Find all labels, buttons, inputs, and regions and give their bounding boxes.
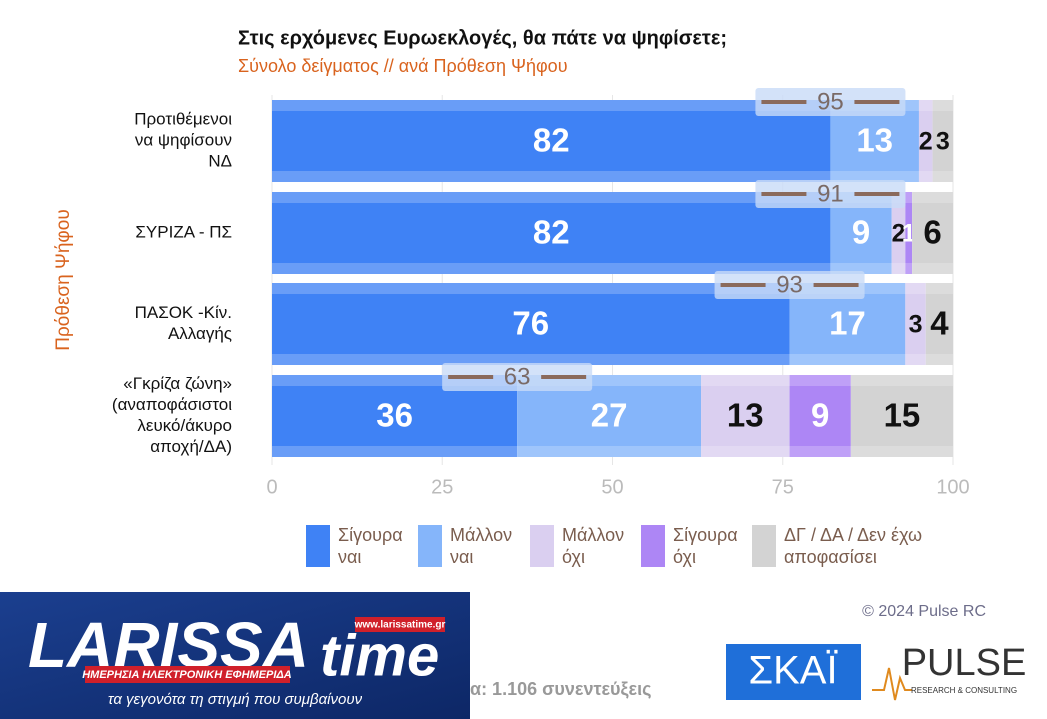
x-tick-label: 100 bbox=[936, 476, 969, 498]
bar-segment bbox=[905, 283, 926, 365]
value-label: 36 bbox=[376, 397, 413, 434]
bar-segment bbox=[905, 192, 913, 274]
logo-tag: ΗΜΕΡΗΣΙΑ ΗΛΕΚΤΡΟΝΙΚΗ ΕΦΗΜΕΡΙΔΑ bbox=[82, 669, 292, 681]
legend-label: Σίγουρα ναι bbox=[338, 525, 403, 567]
bar-segment bbox=[850, 375, 953, 457]
bar-sheen bbox=[272, 192, 953, 203]
pulse-icon bbox=[872, 667, 912, 701]
value-label: 4 bbox=[930, 305, 949, 342]
legend-label: Σίγουρα όχι bbox=[673, 525, 738, 567]
bar-segment bbox=[918, 100, 933, 182]
legend-swatch bbox=[641, 525, 665, 567]
pulse-logo: PULSE bbox=[902, 642, 1027, 684]
value-label: 27 bbox=[591, 397, 628, 434]
category-label: ΣΥΡΙΖΑ - ΠΣ bbox=[135, 222, 232, 241]
bar-sheen bbox=[272, 171, 953, 182]
plot: 0 25 50 75 100 Προτιθέμενοι να ψηφίσουν ΝΔ 82 13 2… bbox=[112, 88, 970, 498]
bar-segment bbox=[912, 192, 953, 274]
value-label: 15 bbox=[884, 397, 921, 434]
base-note: α: 1.106 συνεντεύξεις bbox=[470, 679, 651, 700]
value-label: 9 bbox=[811, 397, 829, 434]
total-box bbox=[755, 88, 906, 116]
skai-box bbox=[726, 644, 861, 700]
logo-tag-bg bbox=[85, 666, 290, 683]
legend-label: Μάλλον ναι bbox=[450, 525, 513, 567]
total-label: 95 bbox=[817, 88, 844, 115]
category-label: (αναποφάσιστοι bbox=[112, 395, 232, 414]
category-label: αποχή/ΔΑ) bbox=[150, 437, 232, 456]
category-label: λευκό/άκυρο bbox=[137, 416, 232, 435]
logo-slogan: τα γεγονότα τη στιγμή που συμβαίνουν bbox=[108, 691, 363, 708]
bar-sheen bbox=[272, 446, 953, 457]
category-label: ΝΔ bbox=[208, 151, 232, 170]
value-label: 82 bbox=[533, 122, 570, 159]
total-box bbox=[755, 180, 906, 208]
category-label: «Γκρίζα ζώνη» bbox=[123, 374, 232, 393]
value-label: 2 bbox=[892, 220, 906, 248]
bar-sheen bbox=[272, 283, 953, 294]
bar-segment bbox=[272, 283, 790, 365]
bar-segment bbox=[272, 192, 831, 274]
legend-label: Μάλλον όχι bbox=[562, 525, 625, 567]
value-label: 17 bbox=[829, 305, 866, 342]
value-label: 9 bbox=[852, 214, 870, 251]
category-label: να ψηφίσουν bbox=[135, 130, 232, 149]
x-tick-label: 25 bbox=[431, 476, 453, 498]
bar-segment bbox=[272, 100, 831, 182]
value-label: 2 bbox=[919, 128, 933, 156]
bar-segment bbox=[925, 283, 953, 365]
legend-swatch bbox=[530, 525, 554, 567]
logo-box bbox=[0, 592, 470, 719]
total-label: 91 bbox=[817, 180, 844, 207]
value-label: 13 bbox=[727, 397, 764, 434]
x-tick-label: 50 bbox=[601, 476, 623, 498]
bar-segment bbox=[789, 375, 851, 457]
bar-sheen bbox=[272, 375, 953, 386]
total-box bbox=[442, 363, 593, 391]
x-tick-label: 75 bbox=[772, 476, 794, 498]
chart-title: Στις ερχόμενες Ευρωεκλογές, θα πάτε να ψ… bbox=[238, 27, 727, 49]
bar-segment bbox=[891, 192, 906, 274]
legend-swatch bbox=[752, 525, 776, 567]
bar-sheen bbox=[272, 354, 953, 365]
value-label: 76 bbox=[512, 305, 549, 342]
bar-segment bbox=[701, 375, 790, 457]
category-label: Αλλαγής bbox=[168, 324, 232, 343]
total-box bbox=[714, 271, 865, 299]
legend-swatch bbox=[418, 525, 442, 567]
skai-logo: ΣΚΑΪ bbox=[748, 649, 838, 693]
x-tick-label: 0 bbox=[266, 476, 277, 498]
y-axis-label: Πρόθεση Ψήφου bbox=[53, 209, 74, 350]
copyright: © 2024 Pulse RC bbox=[862, 603, 986, 620]
logo-name-b: time bbox=[320, 623, 439, 688]
value-label: 13 bbox=[856, 122, 893, 159]
value-label: 6 bbox=[923, 214, 941, 251]
legend-label: ΔΓ / ΔΑ / Δεν έχω αποφασίσει bbox=[784, 525, 923, 567]
bar-sheen bbox=[272, 263, 953, 274]
total-label: 93 bbox=[776, 271, 803, 298]
bar-segment bbox=[932, 100, 953, 182]
pulse-sub: RESEARCH & CONSULTING bbox=[911, 686, 1017, 695]
value-label: 3 bbox=[909, 311, 923, 339]
bar-sheen bbox=[272, 100, 953, 111]
legend-swatch bbox=[306, 525, 330, 567]
logo-url: www.larissatime.gr bbox=[354, 620, 446, 631]
chart-subtitle: Σύνολο δείγματος // ανά Πρόθεση Ψήφου bbox=[238, 56, 568, 76]
category-label: ΠΑΣΟΚ -Κίν. bbox=[135, 303, 232, 322]
value-label: 3 bbox=[936, 128, 950, 156]
total-label: 63 bbox=[504, 363, 531, 390]
logo-url-bg bbox=[355, 617, 445, 632]
value-label: 82 bbox=[533, 214, 570, 251]
category-label: Προτιθέμενοι bbox=[134, 109, 232, 128]
